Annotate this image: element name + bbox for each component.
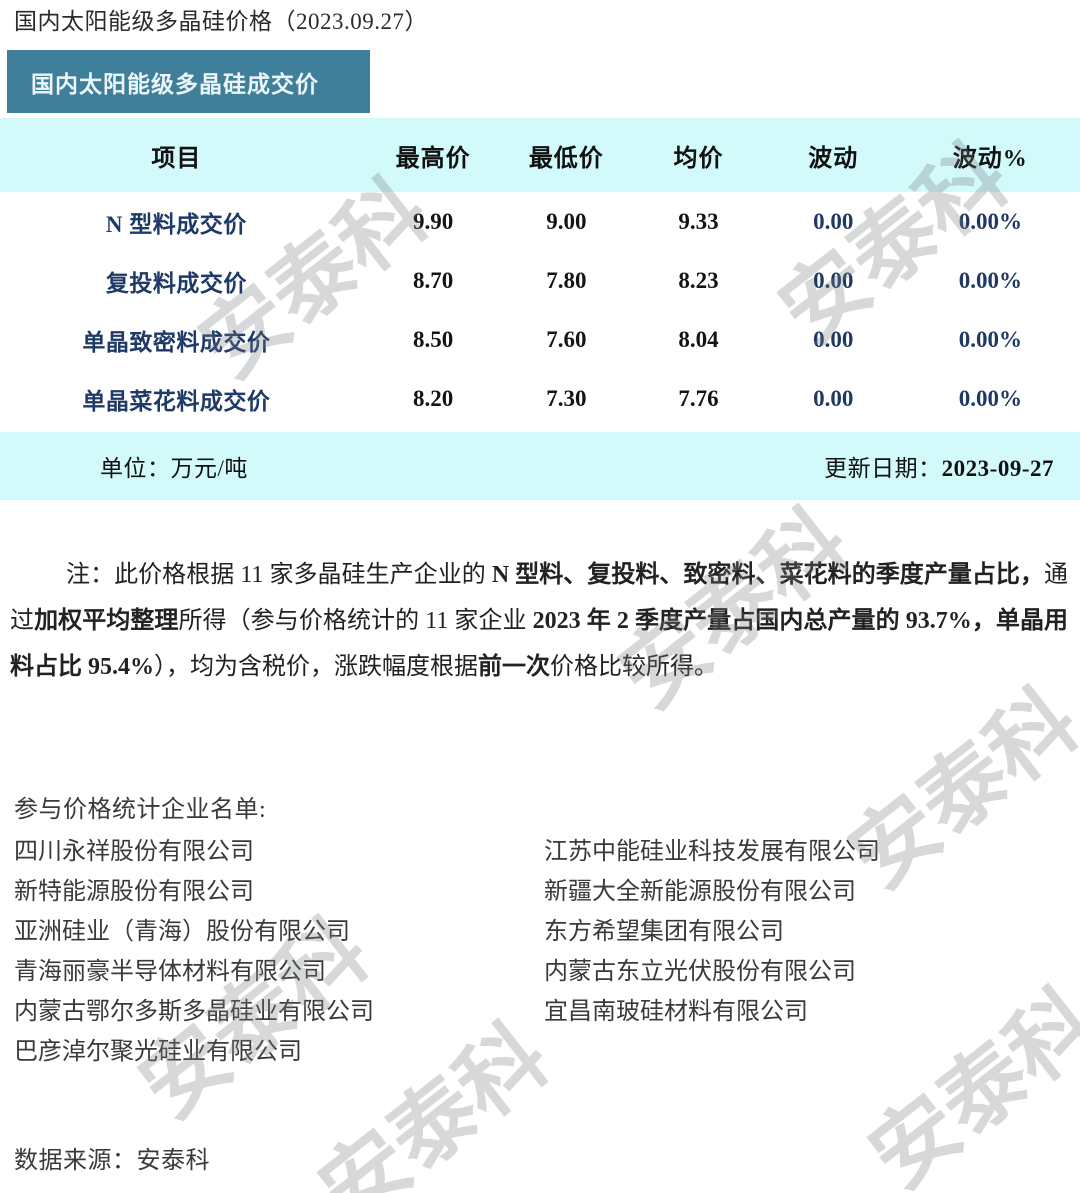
list-item: 新特能源股份有限公司 新疆大全新能源股份有限公司 <box>14 872 1064 912</box>
note-seg5: 所得（参与价格统计的 11 家企业 <box>178 608 533 634</box>
cell-low: 7.80 <box>501 251 632 310</box>
cell-high: 8.70 <box>364 251 502 310</box>
cell-low: 7.60 <box>501 310 632 369</box>
company-name-right <box>544 1032 1064 1072</box>
column-header-avg: 均价 <box>631 118 766 192</box>
cell-high: 8.20 <box>364 369 502 428</box>
company-name-left: 亚洲硅业（青海）股份有限公司 <box>14 919 350 945</box>
cell-low: 7.30 <box>501 369 632 428</box>
note-seg1: 此价格根据 11 家多晶硅生产企业的 <box>114 562 492 588</box>
column-header-low: 最低价 <box>501 118 632 192</box>
company-name-right: 宜昌南玻硅材料有限公司 <box>544 999 808 1025</box>
list-item: 内蒙古鄂尔多斯多晶硅业有限公司 宜昌南玻硅材料有限公司 <box>14 992 1064 1032</box>
column-header-delta-pct: 波动% <box>900 118 1080 192</box>
list-item: 亚洲硅业（青海）股份有限公司 东方希望集团有限公司 <box>14 912 1064 952</box>
note-prefix: 注： <box>66 562 115 588</box>
row-label: 单晶致密料成交价 <box>0 310 365 369</box>
list-item: 青海丽豪半导体材料有限公司 内蒙古东立光伏股份有限公司 <box>14 952 1064 992</box>
company-name-right: 新疆大全新能源股份有限公司 <box>544 879 856 905</box>
row-label: 复投料成交价 <box>0 251 365 310</box>
column-header-high: 最高价 <box>364 118 502 192</box>
note-paragraph: 注：此价格根据 11 家多晶硅生产企业的 N 型料、复投料、致密料、菜花料的季度… <box>10 552 1068 690</box>
company-list-columns: 四川永祥股份有限公司 江苏中能硅业科技发展有限公司 新特能源股份有限公司 新疆大… <box>14 832 1064 1072</box>
cell-delta-pct: 0.00% <box>900 369 1080 428</box>
row-label: N 型料成交价 <box>0 192 365 251</box>
cell-high: 9.90 <box>364 192 502 251</box>
company-name-left: 青海丽豪半导体材料有限公司 <box>14 959 326 985</box>
company-name-left: 内蒙古鄂尔多斯多晶硅业有限公司 <box>14 999 374 1025</box>
update-date-label: 更新日期： <box>824 456 942 481</box>
cell-delta-pct: 0.00% <box>900 251 1080 310</box>
company-list-heading: 参与价格统计企业名单: <box>14 797 267 823</box>
note-seg8-bold: 前一次 <box>478 654 550 680</box>
cell-delta: 0.00 <box>765 251 901 310</box>
company-name-left: 巴彦淖尔聚光硅业有限公司 <box>14 1039 302 1065</box>
table-row: N 型料成交价 9.90 9.00 9.33 0.00 0.00% <box>0 192 1080 251</box>
page-title: 国内太阳能级多晶硅价格（2023.09.27） <box>14 9 428 34</box>
cell-delta-pct: 0.00% <box>900 310 1080 369</box>
cell-high: 8.50 <box>364 310 502 369</box>
company-name-right: 江苏中能硅业科技发展有限公司 <box>544 839 880 865</box>
update-date-value: 2023-09-27 <box>941 456 1054 481</box>
cell-avg: 7.76 <box>631 369 766 428</box>
list-item: 四川永祥股份有限公司 江苏中能硅业科技发展有限公司 <box>14 832 1064 872</box>
company-name-right: 东方希望集团有限公司 <box>544 919 784 945</box>
cell-avg: 8.23 <box>631 251 766 310</box>
company-name-left: 四川永祥股份有限公司 <box>14 839 254 865</box>
table-row: 复投料成交价 8.70 7.80 8.23 0.00 0.00% <box>0 251 1080 310</box>
section-banner: 国内太阳能级多晶硅成交价 <box>7 50 370 113</box>
cell-delta: 0.00 <box>765 192 901 251</box>
table-row: 单晶致密料成交价 8.50 7.60 8.04 0.00 0.00% <box>0 310 1080 369</box>
table-row: 单晶菜花料成交价 8.20 7.30 7.76 0.00 0.00% <box>0 369 1080 428</box>
list-item: 巴彦淖尔聚光硅业有限公司 <box>14 1032 1064 1072</box>
row-label: 单晶菜花料成交价 <box>0 369 365 428</box>
note-seg4-bold: 加权平均整理 <box>34 608 179 634</box>
column-header-delta: 波动 <box>765 118 901 192</box>
data-source-label: 数据来源：安泰科 <box>14 1148 210 1174</box>
section-banner-label: 国内太阳能级多晶硅成交价 <box>31 71 319 97</box>
note-seg2-bold: N 型料、复投料、致密料、菜花料的季度产量占比， <box>491 562 1045 588</box>
cell-avg: 8.04 <box>631 310 766 369</box>
cell-delta: 0.00 <box>765 310 901 369</box>
note-seg6-bold: 2023 年 2 季度产量占国内总产量的 93.7%，单晶用料占比 95.4% <box>10 608 1069 680</box>
note-seg3: 通过 <box>10 562 1069 634</box>
table-footer-band: 单位：万元/吨 更新日期：2023-09-27 <box>0 432 1080 500</box>
cell-delta: 0.00 <box>765 369 901 428</box>
company-name-right: 内蒙古东立光伏股份有限公司 <box>544 959 856 985</box>
unit-label: 单位：万元/吨 <box>100 456 248 481</box>
company-list: 参与价格统计企业名单: 四川永祥股份有限公司 江苏中能硅业科技发展有限公司 新特… <box>14 790 1064 1072</box>
company-name-left: 新特能源股份有限公司 <box>14 879 254 905</box>
price-table: 项目 最高价 最低价 均价 波动 波动% N 型料成交价 9.90 9.00 9… <box>0 118 1080 428</box>
cell-avg: 9.33 <box>631 192 766 251</box>
note-seg9: 价格比较所得。 <box>550 654 718 680</box>
column-header-item: 项目 <box>0 118 365 192</box>
table-header-row: 项目 最高价 最低价 均价 波动 波动% <box>0 118 1080 192</box>
cell-delta-pct: 0.00% <box>900 192 1080 251</box>
note-seg7: ），均为含税价，涨跌幅度根据 <box>154 654 478 680</box>
update-date: 更新日期：2023-09-27 <box>824 449 1080 483</box>
cell-low: 9.00 <box>501 192 632 251</box>
